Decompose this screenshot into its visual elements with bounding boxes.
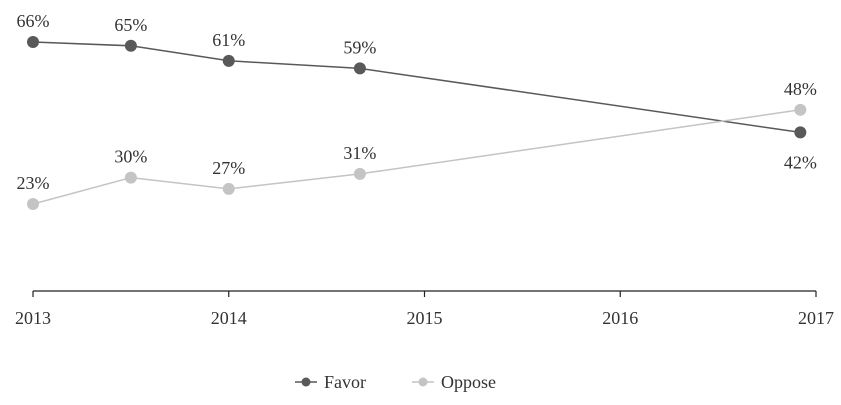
data-point: [124, 171, 137, 184]
x-tick-label: 2016: [602, 308, 638, 328]
data-point: [222, 54, 235, 67]
data-label: 27%: [212, 158, 245, 178]
legend-marker-oppose: [418, 377, 428, 387]
data-label: 30%: [114, 147, 147, 167]
data-label: 59%: [343, 37, 376, 57]
x-tick-label: 2013: [15, 308, 51, 328]
x-tick-label: 2017: [798, 308, 834, 328]
data-point: [27, 36, 39, 48]
legend-label-favor: Favor: [324, 372, 366, 392]
data-label: 61%: [212, 30, 245, 50]
legend-label-oppose: Oppose: [441, 372, 496, 392]
data-label: 42%: [784, 152, 817, 172]
data-point: [27, 198, 39, 210]
data-point: [794, 126, 807, 139]
data-point: [222, 182, 235, 195]
x-axis: 2013 2014 2015 2016 2017: [15, 290, 834, 328]
series-layer: 66% 65% 61% 59% 42% 23% 30% 27% 31% 48%: [17, 11, 817, 210]
x-tick-label: 2014: [211, 308, 247, 328]
data-label: 66%: [17, 11, 50, 31]
data-label: 31%: [343, 143, 376, 163]
series-line-oppose: [32, 109, 801, 205]
data-point: [353, 62, 366, 75]
data-point: [794, 103, 807, 116]
data-point: [353, 167, 366, 180]
data-point: [124, 39, 137, 52]
series-line-favor: [32, 41, 801, 134]
legend: Favor Oppose: [295, 372, 496, 392]
data-label: 48%: [784, 79, 817, 99]
x-tick-label: 2015: [407, 308, 443, 328]
data-label: 65%: [114, 15, 147, 35]
legend-marker-favor: [301, 377, 311, 387]
data-label: 23%: [17, 173, 50, 193]
